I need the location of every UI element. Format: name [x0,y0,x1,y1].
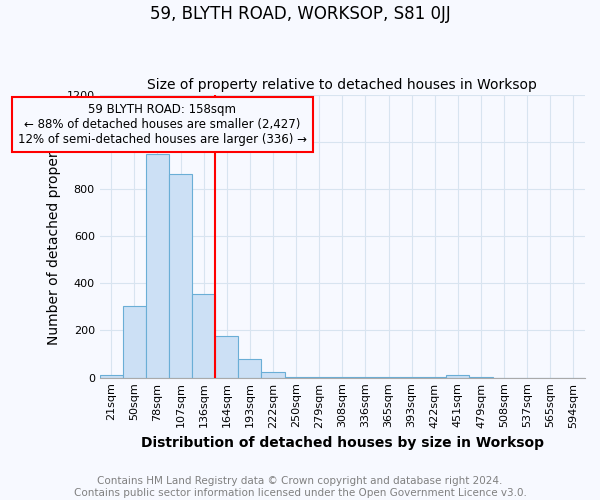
Text: 59, BLYTH ROAD, WORKSOP, S81 0JJ: 59, BLYTH ROAD, WORKSOP, S81 0JJ [149,5,451,23]
X-axis label: Distribution of detached houses by size in Worksop: Distribution of detached houses by size … [141,436,544,450]
Bar [215,336,238,378]
Bar [284,376,308,378]
Bar [169,174,192,378]
Bar [262,372,284,378]
Bar [146,154,169,378]
Text: 59 BLYTH ROAD: 158sqm
← 88% of detached houses are smaller (2,427)
12% of semi-d: 59 BLYTH ROAD: 158sqm ← 88% of detached … [17,103,307,146]
Bar [238,359,262,378]
Bar [123,306,146,378]
Bar [100,376,123,378]
Bar [446,376,469,378]
Y-axis label: Number of detached properties: Number of detached properties [47,127,61,346]
Title: Size of property relative to detached houses in Worksop: Size of property relative to detached ho… [148,78,537,92]
Bar [192,294,215,378]
Text: Contains HM Land Registry data © Crown copyright and database right 2024.
Contai: Contains HM Land Registry data © Crown c… [74,476,526,498]
